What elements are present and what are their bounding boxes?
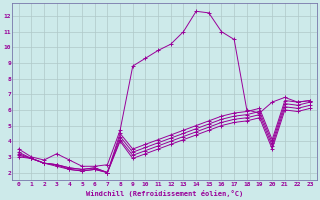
- X-axis label: Windchill (Refroidissement éolien,°C): Windchill (Refroidissement éolien,°C): [86, 190, 243, 197]
